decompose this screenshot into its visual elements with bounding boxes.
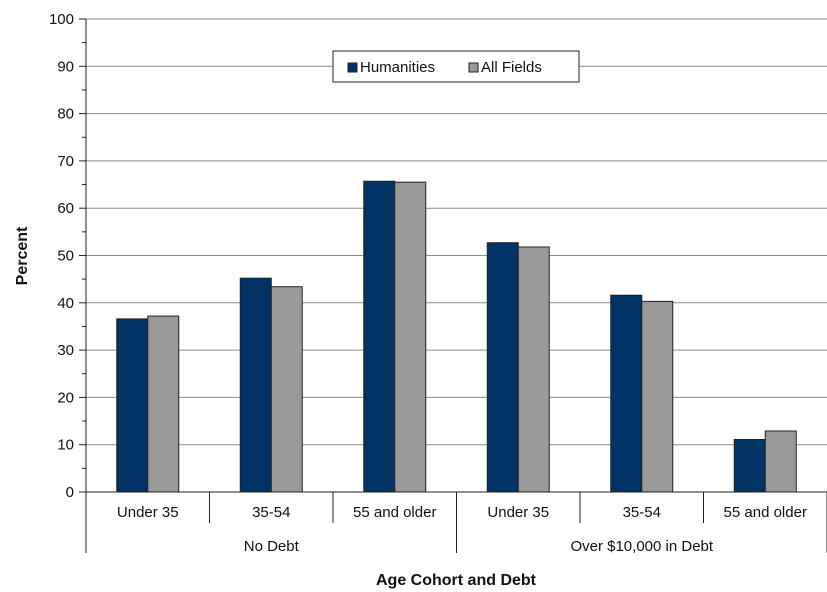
x-tick-label: Under 35 bbox=[487, 504, 549, 521]
y-tick-label: 70 bbox=[57, 153, 74, 170]
y-tick-label: 10 bbox=[57, 437, 74, 454]
x-group-label: Over $10,000 in Debt bbox=[570, 538, 713, 555]
y-axis-title: Percent bbox=[14, 226, 31, 285]
y-tick-label: 100 bbox=[49, 11, 74, 28]
y-tick-label: 30 bbox=[57, 342, 74, 359]
y-tick-label: 60 bbox=[57, 200, 74, 217]
y-tick-label: 20 bbox=[57, 389, 74, 406]
x-axis-title: Age Cohort and Debt bbox=[376, 572, 537, 589]
legend-swatch bbox=[468, 62, 479, 73]
legend-swatch bbox=[347, 62, 358, 73]
y-tick-label: 0 bbox=[66, 484, 74, 501]
bar-all-fields bbox=[147, 315, 180, 493]
bar-humanities bbox=[733, 438, 766, 493]
bar-humanities bbox=[116, 318, 149, 493]
bar-all-fields bbox=[764, 430, 797, 493]
x-tick-label: 35-54 bbox=[252, 504, 290, 521]
bar-all-fields bbox=[641, 300, 674, 493]
bar-humanities bbox=[610, 294, 643, 493]
legend-box bbox=[332, 50, 580, 83]
x-tick-label: 55 and older bbox=[724, 504, 807, 521]
x-tick-label: 55 and older bbox=[353, 504, 436, 521]
y-tick-label: 40 bbox=[57, 295, 74, 312]
x-tick-label: Under 35 bbox=[117, 504, 179, 521]
bar-all-fields bbox=[270, 286, 303, 493]
y-tick-label: 50 bbox=[57, 248, 74, 265]
bar-all-fields bbox=[517, 246, 550, 493]
x-group-label: No Debt bbox=[244, 538, 300, 555]
y-tick-label: 90 bbox=[57, 58, 74, 75]
x-tick-label: 35-54 bbox=[623, 504, 661, 521]
y-tick-label: 80 bbox=[57, 106, 74, 123]
legend-label: Humanities bbox=[360, 59, 435, 76]
bar-humanities bbox=[486, 242, 519, 493]
bar-all-fields bbox=[394, 181, 427, 493]
bar-humanities bbox=[239, 277, 272, 493]
legend-label: All Fields bbox=[481, 59, 542, 76]
bar-humanities bbox=[363, 180, 396, 493]
